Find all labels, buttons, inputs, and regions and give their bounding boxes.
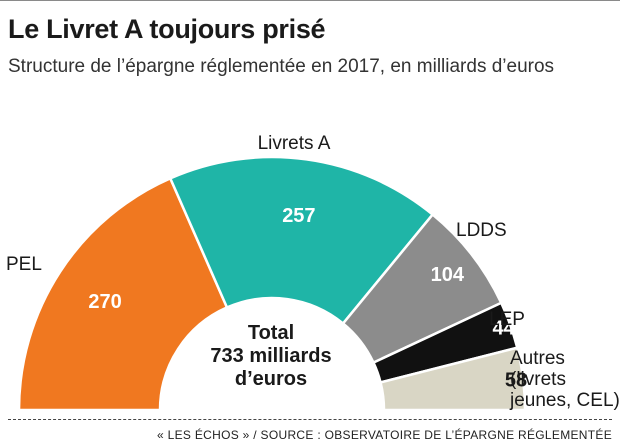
total-label: Total 733 milliards d’euros [186, 322, 356, 391]
value-label-lep: 44 [493, 317, 516, 339]
value-label-pel: 270 [88, 291, 121, 313]
slice-pel [17, 176, 229, 412]
category-label-livrets-a: Livrets A [258, 133, 331, 154]
footer-divider [8, 419, 612, 420]
total-label-line3: d’euros [234, 368, 308, 390]
chart-title: Le Livret A toujours prisé [8, 14, 326, 44]
chart-subtitle: Structure de l’épargne réglementée en 20… [8, 56, 555, 77]
value-label-autres-livrets-jeunes-cel: 58 [505, 370, 527, 392]
category-label-autres-livrets-jeunes-cel: Autres (livrets jeunes, CEL) [509, 348, 620, 411]
top-rule [0, 0, 620, 1]
category-label-pel: PEL [6, 254, 42, 275]
slice-autres-livrets-jeunes-cel [379, 346, 527, 412]
source-note: « LES ÉCHOS » / SOURCE : OBSERVATOIRE DE… [157, 428, 612, 442]
value-label-ldds: 104 [431, 264, 465, 286]
slice-livrets-a [168, 155, 435, 326]
category-label-ldds: LDDS [456, 220, 507, 241]
category-label-lep: LEP [489, 309, 525, 330]
total-label-line2: 733 milliards [210, 345, 332, 367]
total-label-line1: Total [247, 322, 295, 344]
value-label-livrets-a: 257 [282, 205, 315, 227]
